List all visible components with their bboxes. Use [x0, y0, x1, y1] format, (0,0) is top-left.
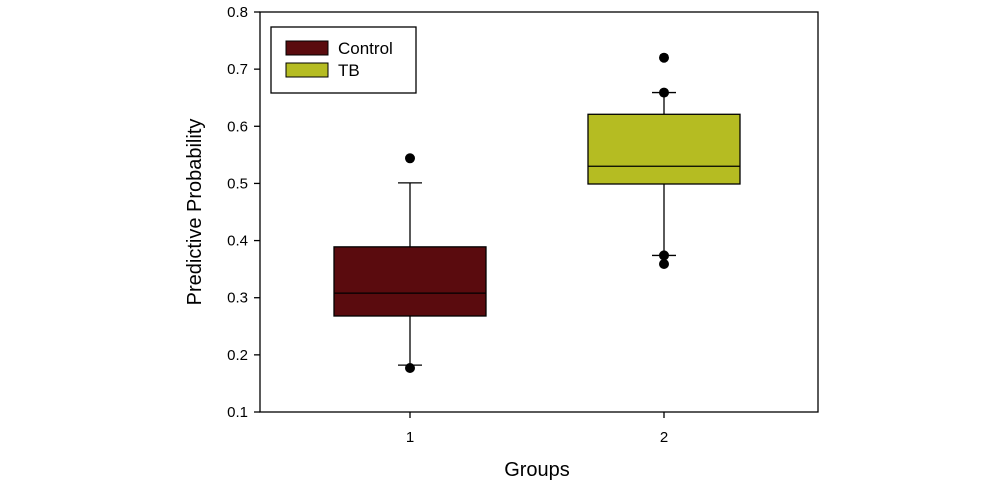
box-group-control [333, 153, 487, 373]
outlier-point [659, 259, 669, 269]
y-axis-title: Predictive Probability [184, 119, 206, 306]
x-tick-label: 2 [660, 429, 668, 446]
legend-label-tb: TB [338, 61, 360, 80]
legend: Control TB [270, 26, 417, 94]
y-tick-label: 0.8 [227, 4, 248, 21]
y-tick-label: 0.3 [227, 290, 248, 307]
plot-frame [259, 11, 819, 413]
outlier-point [405, 153, 415, 164]
y-tick-label: 0.2 [227, 347, 248, 364]
box-iqr [587, 113, 741, 185]
box-iqr [333, 246, 487, 317]
x-tick-label: 1 [406, 429, 414, 446]
legend-swatch-tb [285, 62, 329, 78]
box-group-tb [587, 52, 741, 269]
outlier-point [659, 52, 669, 63]
y-tick-label: 0.5 [227, 175, 248, 192]
legend-label-control: Control [338, 39, 393, 58]
legend-box [270, 26, 417, 94]
x-axis-title: Groups [504, 459, 570, 481]
axes: 0.1 0.2 0.3 0.4 0.5 0.6 0.7 0.8 1 2 [227, 4, 819, 446]
y-tick-label: 0.6 [227, 118, 248, 135]
outlier-point [659, 87, 669, 98]
y-tick-label: 0.1 [227, 404, 248, 421]
outlier-point [659, 250, 669, 261]
plot-area [333, 52, 741, 373]
legend-swatch-control [285, 40, 329, 56]
y-tick-label: 0.4 [227, 233, 248, 250]
y-tick-label: 0.7 [227, 61, 248, 78]
outlier-point [405, 363, 415, 373]
